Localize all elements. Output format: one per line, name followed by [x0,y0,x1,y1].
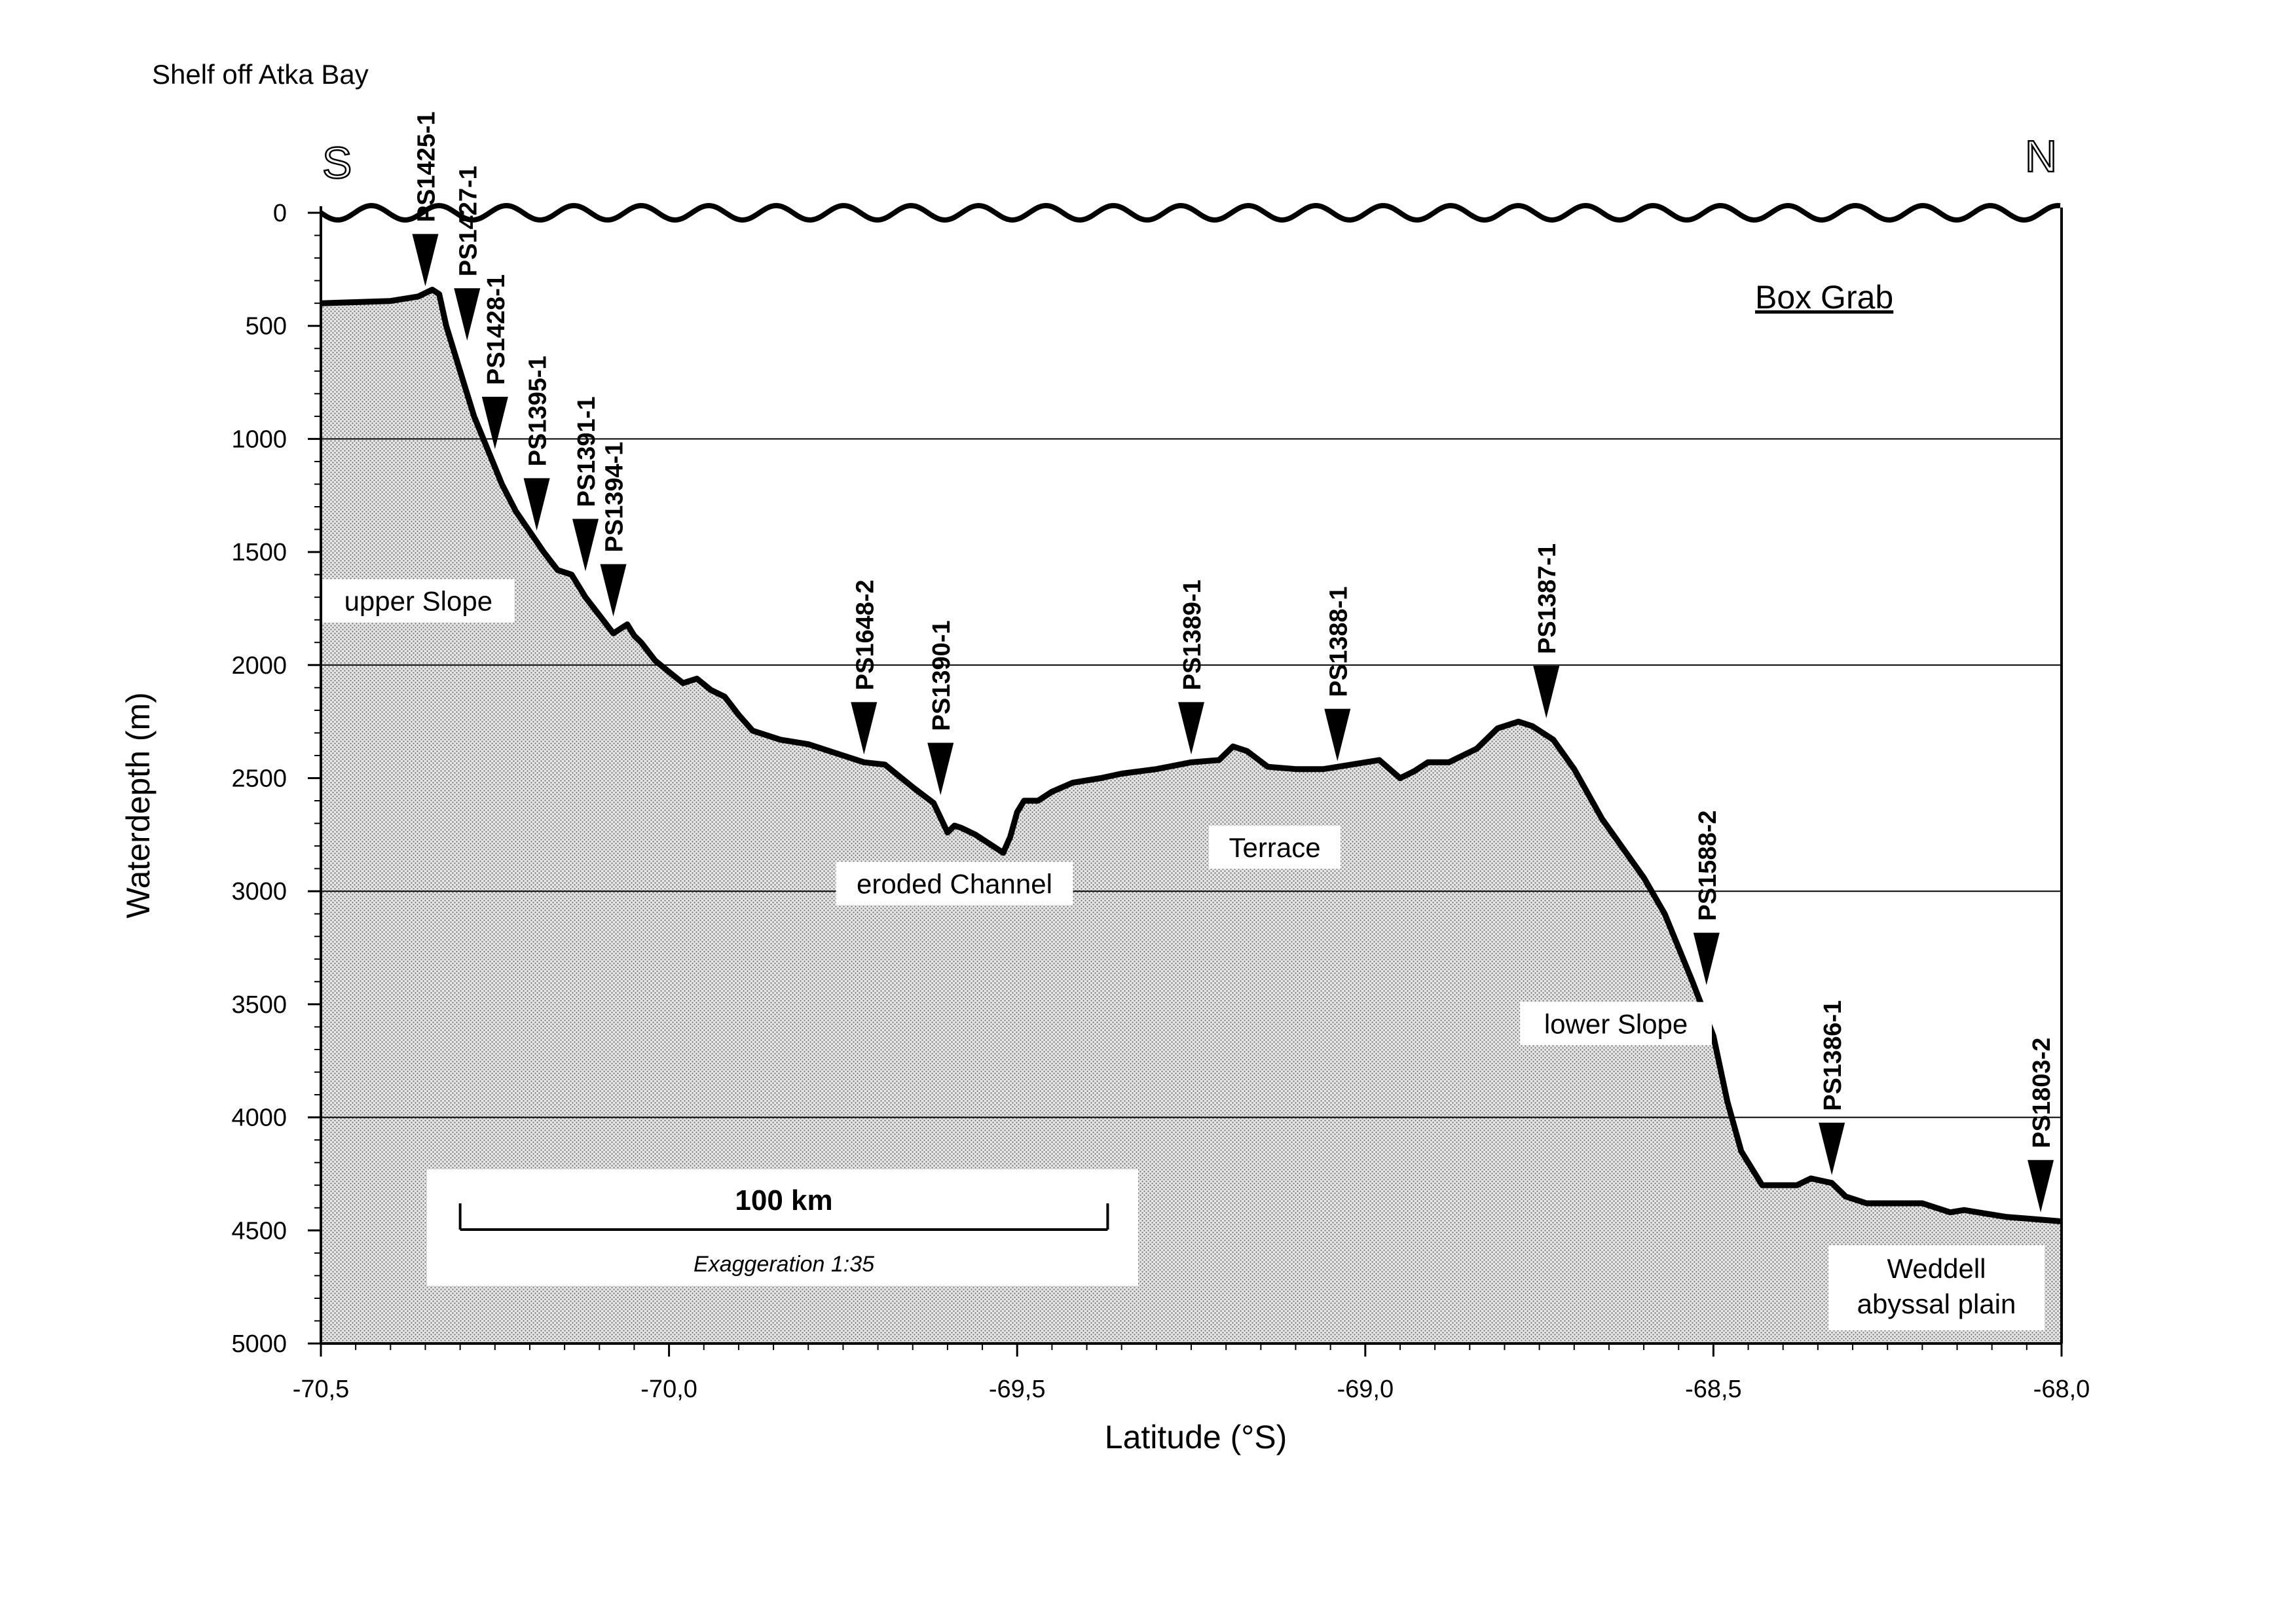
station-marker [2028,1160,2054,1213]
station-label: PS1390-1 [928,620,955,731]
abyssal-plain-label: Weddell abyssal plain [1828,1245,2045,1330]
y-axis-title: Waterdepth (m) [120,692,157,918]
x-tick-label: -69,5 [989,1376,1046,1403]
y-tick-label: 2000 [231,652,287,680]
y-tick-label: 5000 [231,1330,287,1358]
scale-bar-label: 100 km [735,1184,832,1216]
y-tick-label: 2500 [231,765,287,793]
y-tick-label: 4000 [231,1105,287,1132]
station-label: PS1427-1 [454,166,482,276]
scale-bar-note: Exaggeration 1:35 [694,1252,874,1277]
abyssal-label-box [1828,1245,2045,1330]
x-axis-ticks: -70,5 -70,0 -69,5 -69,0 -68,5 -68,0 [293,1343,2090,1403]
legend-box-grab: Box Grab [1755,279,1893,316]
scale-bar-box [427,1169,1138,1286]
y-tick-label: 3500 [231,991,287,1019]
station-marker [1533,666,1560,719]
x-tick-label: -68,0 [2033,1376,2090,1403]
x-tick-label: -70,0 [640,1376,697,1403]
abyssal-label-line: Weddell [1887,1253,1986,1284]
station-marker [454,288,481,341]
x-tick-label: -70,5 [293,1376,350,1403]
seafloor-profile-line [320,286,2062,1224]
direction-south-label: S [322,138,352,188]
station-marker [927,742,954,795]
station-label: PS1803-2 [2028,1038,2056,1148]
station-marker [1324,708,1351,761]
region-label: Terrace [1229,832,1321,863]
station-label: PS1648-2 [851,579,879,690]
x-tick-label: -69,0 [1337,1376,1394,1403]
region-label: eroded Channel [857,868,1052,899]
station-marker [412,234,439,287]
region-label-box [1209,826,1341,869]
y-tick-label: 4500 [231,1217,287,1245]
y-tick-label: 500 [246,313,287,340]
seafloor-line [320,286,2062,1224]
region-label: upper Slope [344,586,493,617]
station-label: PS1391-1 [573,397,601,507]
y-tick-label: 1000 [231,426,287,453]
station-marker [1693,932,1720,985]
station-marker [1819,1122,1845,1175]
gridlines [321,438,2062,1118]
station-marker [523,478,550,531]
station-label: PS1425-1 [413,111,440,222]
station-label: PS1394-1 [601,442,629,553]
station-label: PS1428-1 [483,274,510,385]
station-marker [481,397,508,450]
station-marker [1178,702,1204,755]
region-label-box [836,862,1073,905]
station-label: PS1386-1 [1819,1000,1847,1111]
station-marker [851,702,878,755]
x-axis-title: Latitude (°S) [1105,1419,1287,1455]
station-label: PS1588-2 [1694,811,1722,921]
seafloor-area [321,289,2062,1343]
y-tick-label: 3000 [231,878,287,905]
y-tick-label: 1500 [231,539,287,566]
chart-title: Shelf off Atka Bay [152,59,369,90]
region-label-box [1520,1002,1713,1046]
seafloor-fill [321,289,2062,1343]
sea-surface-line [319,202,2061,223]
station-label: PS1389-1 [1179,579,1206,690]
station-label: PS1387-1 [1534,543,1561,654]
sea-surface-wave [319,202,2061,223]
region-label-box [322,579,515,623]
station-marker [600,564,627,617]
y-tick-label: 0 [273,200,287,227]
abyssal-label-line: abyssal plain [1857,1288,2016,1319]
scale-bar: 100 km Exaggeration 1:35 [427,1169,1138,1286]
y-axis-ticks: 0 500 1000 1500 2000 2500 3000 3500 4000 4500 5000 [231,200,321,1358]
station-label: PS1388-1 [1325,587,1352,697]
region-label: lower Slope [1544,1008,1688,1039]
station-label: PS1395-1 [525,356,552,466]
station-marker [572,519,599,572]
direction-north-label: N [2025,132,2057,181]
x-tick-label: -68,5 [1685,1376,1742,1403]
region-labels: upper Slope eroded Channel Terrace lower Sl… [322,579,1713,1046]
